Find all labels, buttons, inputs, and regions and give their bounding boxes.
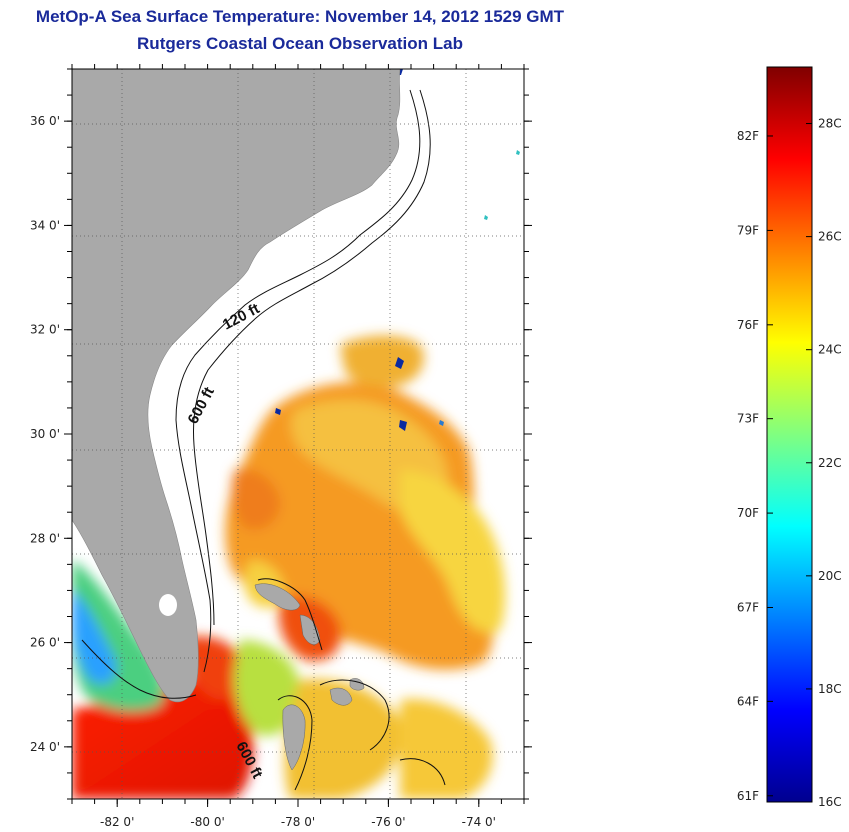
bathymetry-contours <box>81 89 446 791</box>
lat-tick-label: 32 0' <box>30 323 60 337</box>
bahamas-islands <box>254 583 365 771</box>
fahrenheit-label: 70F <box>737 506 759 520</box>
fahrenheit-label: 73F <box>737 412 759 426</box>
lat-lon-grid <box>72 69 524 799</box>
lat-tick-label: 28 0' <box>30 531 60 545</box>
lat-tick-label: 36 0' <box>30 114 60 128</box>
lake-okeechobee <box>159 594 177 616</box>
axis-ticks <box>64 64 532 807</box>
lon-tick-label: -74 0' <box>462 815 496 829</box>
map-title: MetOp-A Sea Surface Temperature: Novembe… <box>35 7 565 26</box>
fahrenheit-label: 79F <box>737 223 759 237</box>
colorbar-labels: 16C 18C 20C 22C 24C 26C 28C 61F 64F 67F 70F 73F 76F 7… <box>737 117 842 809</box>
lat-tick-label: 30 0' <box>30 427 60 441</box>
lat-tick-label: 26 0' <box>30 636 60 650</box>
celsius-label: 28C <box>818 117 842 131</box>
fahrenheit-label: 67F <box>737 601 759 615</box>
celsius-label: 24C <box>818 343 842 357</box>
map-subtitle: Rutgers Coastal Ocean Observation Lab <box>137 34 463 53</box>
colorbar-gradient <box>766 66 813 803</box>
axis-labels: -82 0' -80 0' -78 0' -76 0' -74 0' 36 0' 34 0'… <box>30 114 496 829</box>
fahrenheit-label: 64F <box>737 694 759 708</box>
celsius-label: 22C <box>818 456 842 470</box>
lon-tick-label: -78 0' <box>281 815 315 829</box>
fahrenheit-label: 82F <box>737 129 759 143</box>
celsius-label: 20C <box>818 569 842 583</box>
lon-tick-label: -82 0' <box>100 815 134 829</box>
celsius-label: 16C <box>818 795 842 809</box>
lat-tick-label: 24 0' <box>30 740 60 754</box>
lon-tick-label: -76 0' <box>371 815 405 829</box>
celsius-label: 18C <box>818 682 842 696</box>
fahrenheit-label: 76F <box>737 318 759 332</box>
lon-tick-label: -80 0' <box>190 815 224 829</box>
celsius-label: 26C <box>818 230 842 244</box>
us-land <box>72 69 401 703</box>
fahrenheit-label: 61F <box>737 789 759 803</box>
lat-tick-label: 34 0' <box>30 218 60 232</box>
colorbar-ticks <box>767 123 812 803</box>
